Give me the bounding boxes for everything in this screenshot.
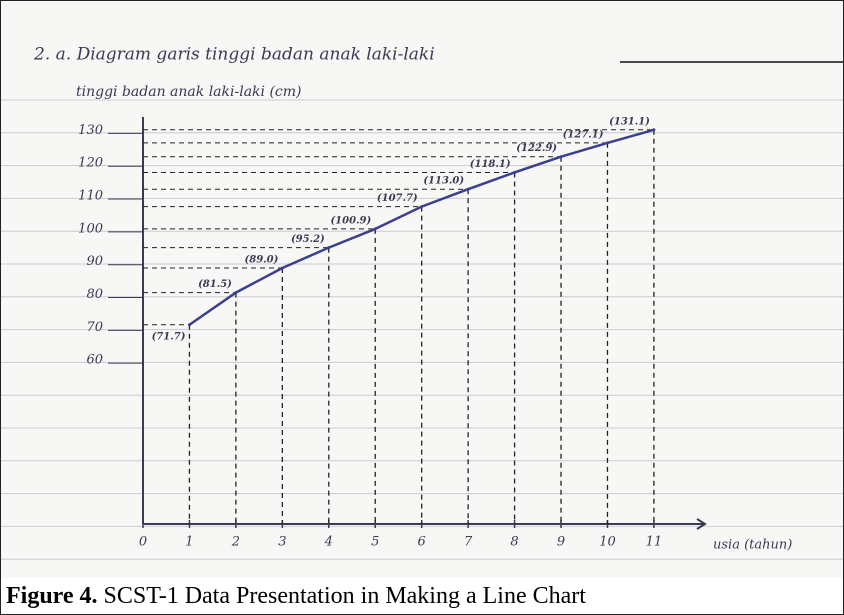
y-tick-label: 110	[78, 189, 103, 204]
chart-title: 2. a. Diagram garis tinggi badan anak la…	[33, 45, 435, 65]
x-tick-label: 10	[599, 535, 616, 550]
caption: Figure 4.SCST-1 Data Presentation in Mak…	[6, 583, 586, 609]
x-tick-label: 5	[371, 535, 379, 550]
value-label: (113.0)	[423, 176, 464, 187]
value-label: (71.7)	[152, 331, 186, 342]
y-tick-label: 130	[78, 123, 103, 138]
y-axis-label: tinggi badan anak laki-laki (cm)	[76, 84, 302, 100]
value-label: (107.7)	[377, 193, 418, 204]
value-label: (118.1)	[470, 159, 511, 170]
y-tick-label: 120	[78, 156, 103, 171]
x-axis-label: usia (tahun)	[713, 538, 792, 553]
x-tick-label: 7	[464, 535, 473, 550]
value-label: (100.9)	[330, 215, 371, 226]
x-tick-label: 2	[231, 535, 240, 550]
x-tick-label: 3	[278, 535, 286, 550]
y-tick-label: 90	[86, 254, 103, 269]
x-tick-label: 11	[646, 535, 663, 550]
caption-text: SCST-1 Data Presentation in Making a Lin…	[104, 583, 587, 609]
value-label: (95.2)	[291, 234, 325, 245]
x-tick-label: 4	[324, 535, 333, 550]
value-label: (122.9)	[516, 143, 557, 154]
caption-label: Figure 4.	[6, 583, 98, 609]
value-label: (131.1)	[609, 116, 650, 127]
value-label: (81.5)	[198, 279, 232, 290]
x-tick-label: 1	[185, 535, 193, 550]
chart: 2. a. Diagram garis tinggi badan anak la…	[0, 0, 844, 615]
x-tick-label: 9	[557, 535, 565, 550]
y-tick-label: 100	[78, 221, 103, 236]
x-tick-label: 6	[418, 535, 426, 550]
y-tick-label: 70	[86, 320, 103, 335]
x-tick-label: 8	[510, 535, 518, 550]
x-tick-label: 0	[139, 535, 147, 550]
y-tick-label: 60	[86, 353, 103, 368]
y-tick-label: 80	[86, 287, 103, 302]
value-label: (89.0)	[245, 254, 279, 265]
value-label: (127.1)	[563, 129, 604, 140]
